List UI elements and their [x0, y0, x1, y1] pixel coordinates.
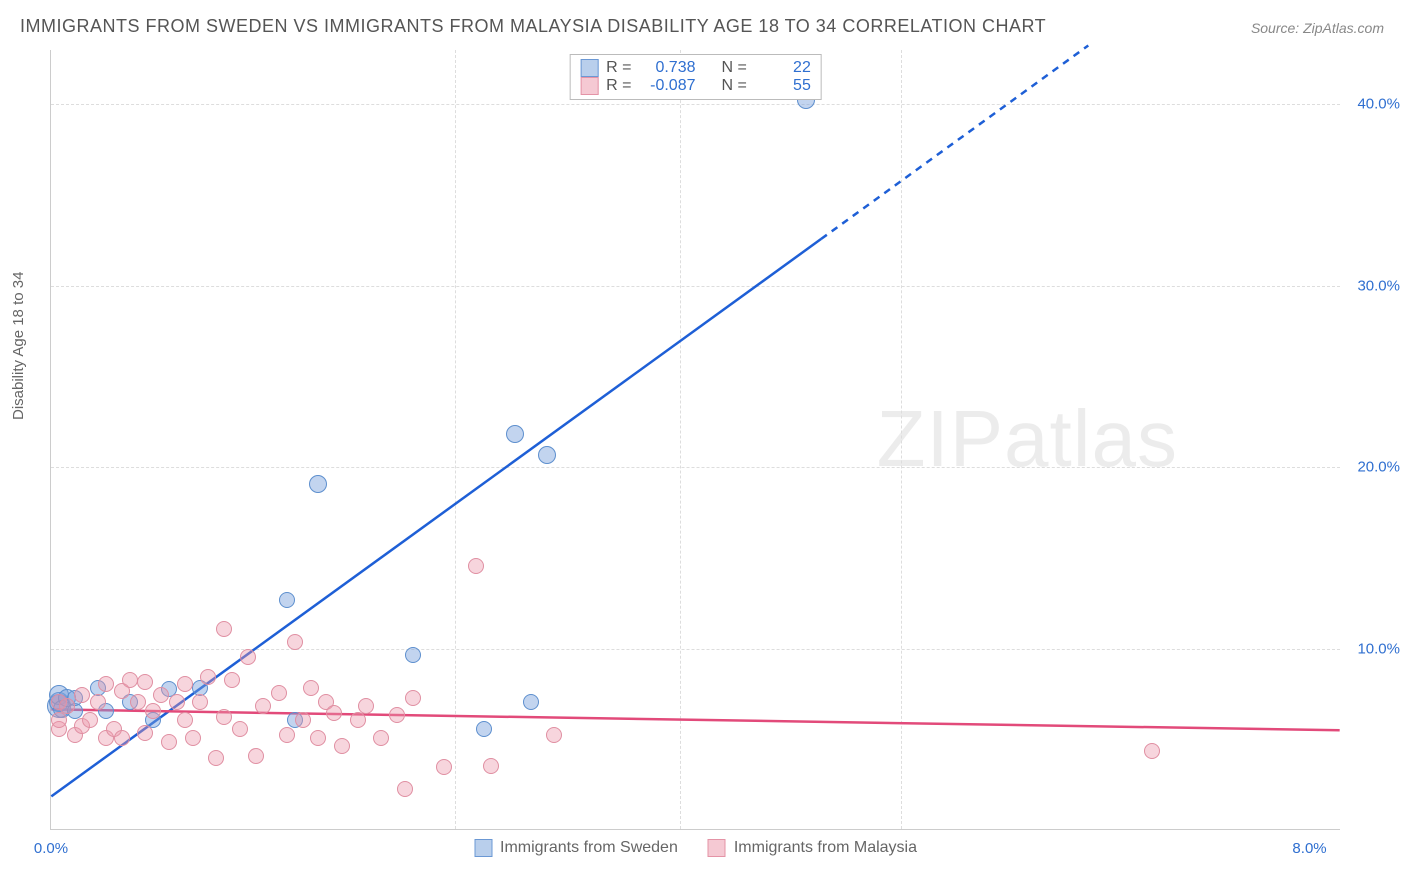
- data-point: [240, 649, 256, 665]
- data-point: [405, 647, 421, 663]
- r-label: R =: [606, 59, 631, 77]
- data-point: [177, 676, 193, 692]
- legend-label-malaysia: Immigrants from Malaysia: [734, 839, 917, 857]
- stats-row-malaysia: R = -0.087 N = 55: [580, 77, 811, 95]
- data-point: [161, 734, 177, 750]
- data-point: [546, 727, 562, 743]
- data-point: [248, 748, 264, 764]
- data-point: [255, 698, 271, 714]
- data-point: [436, 759, 452, 775]
- data-point: [468, 558, 484, 574]
- data-point: [130, 694, 146, 710]
- data-point: [90, 694, 106, 710]
- data-point: [279, 592, 295, 608]
- gridline-h: [51, 467, 1340, 468]
- data-point: [145, 703, 161, 719]
- y-tick-label: 20.0%: [1345, 459, 1400, 476]
- r-value-malaysia: -0.087: [640, 77, 696, 95]
- r-label: R =: [606, 77, 631, 95]
- correlation-stats-box: R = 0.738 N = 22 R = -0.087 N = 55: [569, 54, 822, 100]
- data-point: [476, 721, 492, 737]
- y-tick-label: 10.0%: [1345, 640, 1400, 657]
- data-point: [114, 730, 130, 746]
- gridline-v: [455, 50, 456, 829]
- data-point: [350, 712, 366, 728]
- data-point: [216, 621, 232, 637]
- data-point: [185, 730, 201, 746]
- data-point: [326, 705, 342, 721]
- data-point: [358, 698, 374, 714]
- data-point: [538, 446, 556, 464]
- data-point: [287, 634, 303, 650]
- data-point: [389, 707, 405, 723]
- data-point: [153, 687, 169, 703]
- gridline-v: [901, 50, 902, 829]
- gridline-h: [51, 286, 1340, 287]
- data-point: [98, 676, 114, 692]
- data-point: [177, 712, 193, 728]
- data-point: [271, 685, 287, 701]
- y-tick-label: 40.0%: [1345, 96, 1400, 113]
- data-point: [310, 730, 326, 746]
- data-point: [523, 694, 539, 710]
- legend-item-malaysia: Immigrants from Malaysia: [708, 839, 917, 857]
- n-value-malaysia: 55: [755, 77, 811, 95]
- chart-plot-area: ZIPatlas 10.0%20.0%30.0%40.0%0.0%8.0% R …: [50, 50, 1340, 830]
- data-point: [405, 690, 421, 706]
- n-value-sweden: 22: [755, 59, 811, 77]
- data-point: [373, 730, 389, 746]
- n-label: N =: [722, 59, 747, 77]
- data-point: [192, 694, 208, 710]
- gridline-v: [680, 50, 681, 829]
- n-label: N =: [722, 77, 747, 95]
- source-text: Source: ZipAtlas.com: [1251, 20, 1384, 36]
- data-point: [208, 750, 224, 766]
- data-point: [232, 721, 248, 737]
- regression-lines: [51, 50, 1340, 829]
- swatch-sweden: [580, 59, 598, 77]
- legend-swatch-malaysia: [708, 839, 726, 857]
- data-point: [74, 687, 90, 703]
- data-point: [303, 680, 319, 696]
- data-point: [216, 709, 232, 725]
- stats-row-sweden: R = 0.738 N = 22: [580, 59, 811, 77]
- legend-swatch-sweden: [474, 839, 492, 857]
- data-point: [200, 669, 216, 685]
- data-point: [122, 672, 138, 688]
- data-point: [169, 694, 185, 710]
- data-point: [506, 425, 524, 443]
- data-point: [309, 475, 327, 493]
- legend-label-sweden: Immigrants from Sweden: [500, 839, 678, 857]
- legend-item-sweden: Immigrants from Sweden: [474, 839, 678, 857]
- x-tick-label: 0.0%: [34, 840, 68, 857]
- data-point: [51, 712, 67, 728]
- data-point: [82, 712, 98, 728]
- data-point: [483, 758, 499, 774]
- x-tick-label: 8.0%: [1292, 840, 1326, 857]
- data-point: [1144, 743, 1160, 759]
- data-point: [334, 738, 350, 754]
- watermark-text: ZIPatlas: [877, 393, 1178, 485]
- legend: Immigrants from Sweden Immigrants from M…: [474, 839, 917, 857]
- data-point: [295, 712, 311, 728]
- y-tick-label: 30.0%: [1345, 277, 1400, 294]
- data-point: [137, 674, 153, 690]
- data-point: [279, 727, 295, 743]
- gridline-h: [51, 104, 1340, 105]
- data-point: [397, 781, 413, 797]
- swatch-malaysia: [580, 77, 598, 95]
- data-point: [137, 725, 153, 741]
- chart-title: IMMIGRANTS FROM SWEDEN VS IMMIGRANTS FRO…: [20, 16, 1046, 37]
- data-point: [224, 672, 240, 688]
- r-value-sweden: 0.738: [640, 59, 696, 77]
- y-axis-label: Disability Age 18 to 34: [10, 272, 27, 420]
- data-point: [59, 698, 75, 714]
